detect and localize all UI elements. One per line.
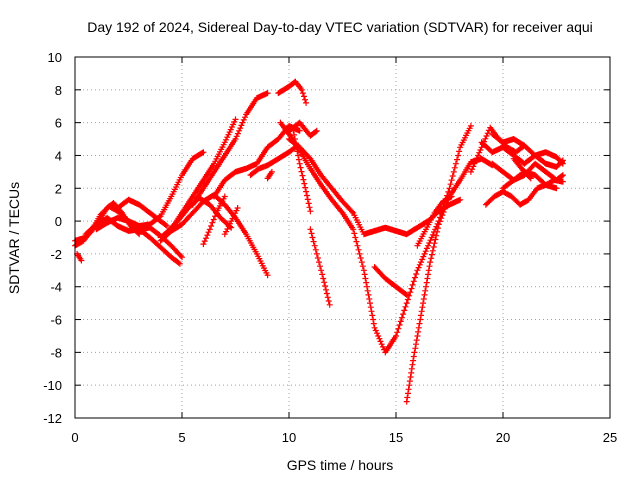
series-track-23	[403, 155, 496, 405]
series-track-16	[275, 78, 310, 106]
series-track-17	[277, 119, 474, 356]
y-tick-label: -6	[50, 313, 62, 328]
y-tick-label: 8	[55, 83, 62, 98]
y-tick-label: 0	[55, 214, 62, 229]
data-point-markers	[286, 136, 464, 238]
series-track-09	[157, 191, 271, 279]
series-track-12	[211, 122, 303, 200]
x-axis-label: GPS time / hours	[287, 457, 394, 473]
y-tick-label: -2	[50, 247, 62, 262]
series-track-06	[93, 149, 207, 233]
data-point-markers	[290, 127, 314, 215]
data-point-markers	[157, 191, 271, 279]
y-tick-label: -4	[50, 280, 62, 295]
data-point-markers	[189, 90, 271, 208]
data-point-markers	[414, 193, 455, 249]
series-track-15	[264, 168, 275, 182]
y-tick-label: 10	[48, 50, 62, 65]
data-point-markers	[371, 264, 410, 298]
y-tick-label: 4	[55, 148, 62, 163]
data-point-markers	[478, 139, 566, 167]
series-track-13	[221, 205, 241, 238]
y-tick-label: 2	[55, 181, 62, 196]
axis-ticks	[74, 56, 611, 419]
data-point-markers	[275, 78, 310, 106]
grid-lines	[75, 57, 610, 418]
series-track-18	[286, 136, 464, 238]
x-tick-label: 20	[496, 430, 510, 445]
data-point-markers	[467, 124, 566, 175]
y-tick-label: -10	[43, 378, 62, 393]
y-axis-label: SDTVAR / TECUs	[6, 182, 22, 294]
series-track-10	[200, 193, 228, 248]
series-track-30	[510, 155, 534, 182]
series-track-21	[307, 226, 333, 308]
x-tick-label: 25	[603, 430, 617, 445]
data-point-markers	[247, 142, 301, 179]
data-point-markers	[200, 193, 228, 248]
x-tick-label: 10	[282, 430, 296, 445]
x-tick-label: 5	[178, 430, 185, 445]
series-track-22	[371, 264, 410, 298]
series-track-25	[467, 124, 566, 175]
x-tick-label: 15	[389, 430, 403, 445]
data-point-markers	[74, 250, 85, 264]
series-track-11	[189, 90, 271, 208]
series-track-31	[489, 131, 528, 149]
series-track-03	[74, 250, 85, 264]
series-track-26	[478, 139, 566, 167]
data-point-markers	[211, 122, 303, 200]
plot-frame	[74, 56, 611, 419]
series-track-28	[482, 177, 566, 208]
tick-labels: 0 5 10 15 20 25 -12 -10 -8 -6 -4 -2 0 2 4 6 8 10	[43, 50, 617, 445]
series-track-20	[286, 119, 320, 139]
series-track-19	[290, 127, 314, 215]
data-series	[72, 78, 566, 405]
series-track-14	[247, 142, 301, 179]
data-point-markers	[93, 149, 207, 233]
x-tick-label: 0	[71, 430, 78, 445]
data-point-markers	[510, 155, 534, 182]
data-point-markers	[286, 119, 320, 139]
data-point-markers	[264, 168, 275, 182]
data-point-markers	[307, 226, 333, 308]
y-tick-label: 6	[55, 116, 62, 131]
data-point-markers	[489, 131, 528, 149]
data-point-markers	[482, 177, 566, 208]
y-tick-label: -12	[43, 411, 62, 426]
chart-title: Day 192 of 2024, Sidereal Day-to-day VTE…	[87, 19, 593, 35]
data-point-markers	[277, 119, 474, 356]
series-track-24	[414, 193, 455, 249]
data-point-markers	[221, 205, 241, 238]
data-point-markers	[403, 155, 496, 405]
y-tick-label: -8	[50, 345, 62, 360]
